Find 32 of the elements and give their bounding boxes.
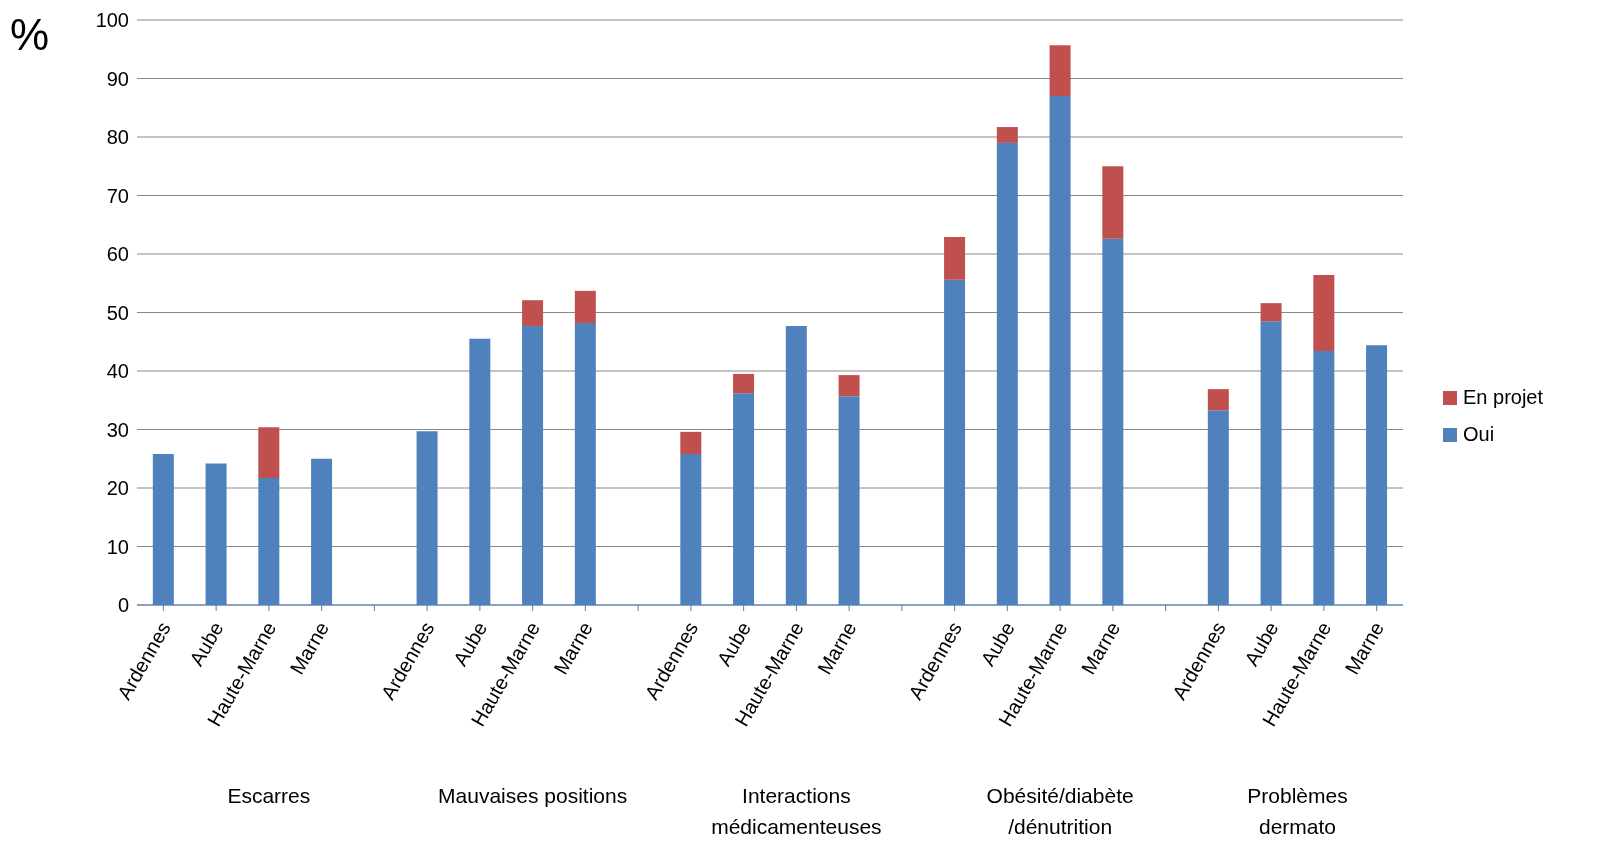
y-tick-label: 50 — [106, 301, 129, 324]
bar — [1260, 303, 1282, 322]
y-tick-label: 80 — [106, 126, 129, 149]
bar — [1049, 45, 1071, 97]
text: Mauvaises positions — [437, 783, 629, 809]
bar — [733, 373, 755, 394]
y-tick-label: 60 — [106, 243, 129, 266]
bar — [680, 431, 702, 455]
bar — [574, 290, 596, 324]
bar — [258, 427, 280, 479]
y-tick-label: 90 — [106, 67, 129, 90]
legend-label: En projet — [1463, 386, 1544, 409]
y-tick-label: 20 — [106, 477, 129, 500]
text: Obésité/diabète /dénutrition — [985, 783, 1135, 840]
legend-label: Oui — [1463, 423, 1495, 446]
text: Escarres — [226, 783, 312, 809]
y-tick-label: 40 — [106, 360, 129, 383]
y-tick-label: 10 — [106, 535, 129, 558]
bar — [1313, 275, 1335, 352]
y-tick-label: 70 — [106, 184, 129, 207]
text: Interactions médicamenteuses — [710, 783, 883, 840]
y-tick-label: 30 — [106, 418, 129, 441]
text: Problèmes dermato — [1246, 783, 1349, 840]
bar — [996, 127, 1018, 143]
bar — [838, 375, 860, 397]
y-axis-title: % — [10, 10, 50, 60]
bar — [1207, 389, 1229, 411]
y-tick-label: 0 — [117, 594, 129, 617]
bar — [1102, 166, 1124, 239]
bar — [944, 237, 966, 280]
y-tick-label: 100 — [95, 9, 129, 32]
bar — [522, 300, 544, 326]
